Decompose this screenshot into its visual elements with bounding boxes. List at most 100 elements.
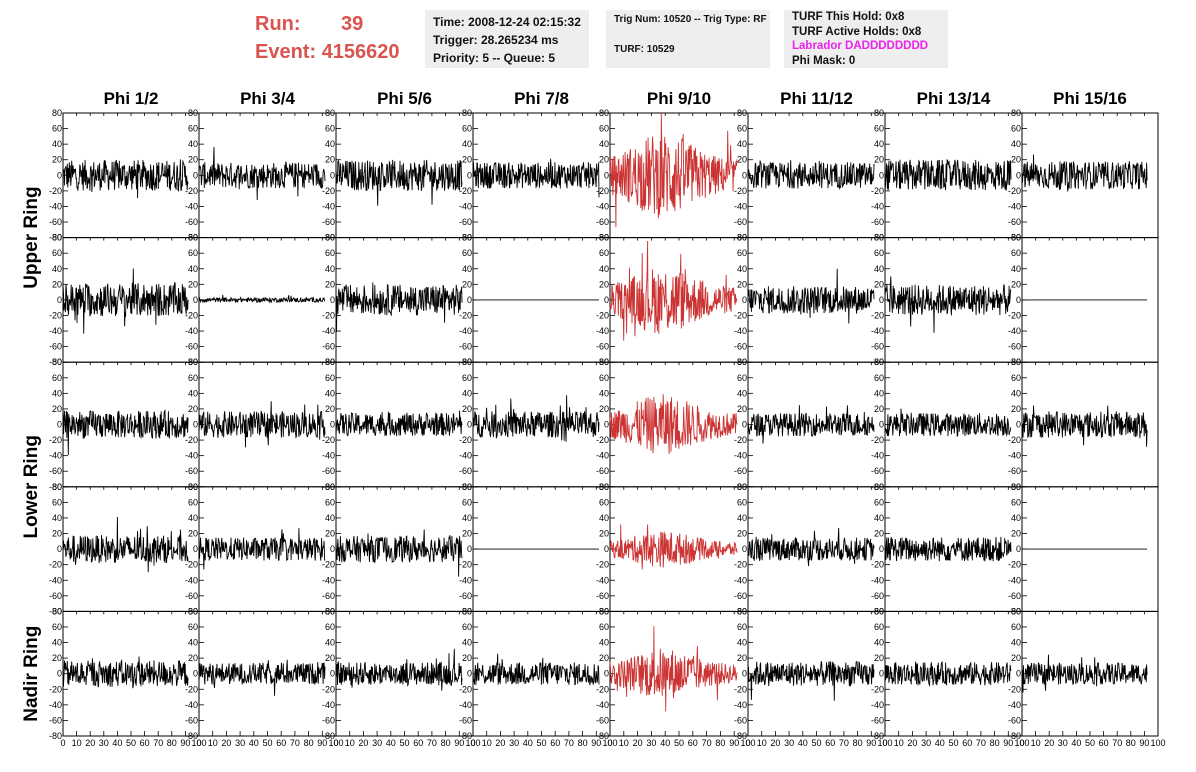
y-tick-label: -60 <box>734 342 747 352</box>
y-tick-label: 0 <box>879 544 884 554</box>
y-tick-label: -40 <box>322 201 335 211</box>
x-tick-label: 30 <box>99 738 109 748</box>
y-tick-label: 60 <box>325 124 335 134</box>
y-tick-label: -20 <box>596 560 609 570</box>
x-tick-label: 10 <box>619 738 629 748</box>
x-tick-label: 80 <box>1126 738 1136 748</box>
y-tick-label: -60 <box>322 466 335 476</box>
y-tick-label: -20 <box>596 186 609 196</box>
y-tick-label: -40 <box>734 201 747 211</box>
y-tick-label: 60 <box>737 124 747 134</box>
y-tick-label: -20 <box>871 310 884 320</box>
x-tick-label: 20 <box>907 738 917 748</box>
y-tick-label: 40 <box>874 388 884 398</box>
y-tick-label: 40 <box>462 638 472 648</box>
y-tick-label: 20 <box>52 279 62 289</box>
y-tick-label: -40 <box>1008 451 1021 461</box>
column-title: Phi 3/4 <box>240 89 295 108</box>
x-tick-label: 80 <box>715 738 725 748</box>
column-title: Phi 15/16 <box>1053 89 1127 108</box>
y-tick-label: -40 <box>459 451 472 461</box>
y-tick-label: 60 <box>599 497 609 507</box>
y-tick-label: -20 <box>185 186 198 196</box>
x-tick-label: 20 <box>358 738 368 748</box>
x-tick-label: 80 <box>441 738 451 748</box>
y-tick-label: 60 <box>52 373 62 383</box>
y-tick-label: 60 <box>462 497 472 507</box>
y-tick-label: -60 <box>185 466 198 476</box>
y-tick-label: -40 <box>459 700 472 710</box>
y-tick-label: 40 <box>874 638 884 648</box>
y-tick-label: 20 <box>599 279 609 289</box>
y-tick-label: 0 <box>467 544 472 554</box>
y-tick-label: 20 <box>737 529 747 539</box>
y-tick-label: -60 <box>49 342 62 352</box>
y-tick-label: 20 <box>599 155 609 165</box>
y-tick-label: 40 <box>188 388 198 398</box>
y-tick-label: -20 <box>459 435 472 445</box>
y-tick-label: 0 <box>330 295 335 305</box>
y-tick-label: 60 <box>1011 373 1021 383</box>
x-tick-label: 100 <box>1014 738 1029 748</box>
x-tick-label: 0 <box>882 738 887 748</box>
y-tick-label: -20 <box>185 435 198 445</box>
x-tick-label: 100 <box>602 738 617 748</box>
y-tick-label: 60 <box>52 124 62 134</box>
x-tick-label: 0 <box>745 738 750 748</box>
y-tick-label: 20 <box>188 529 198 539</box>
y-tick-label: 80 <box>462 482 472 492</box>
labrador-text: Labrador DADDDDDDDD <box>792 40 929 52</box>
run-line: Run: 39 <box>255 10 400 38</box>
y-tick-label: 80 <box>188 108 198 118</box>
y-tick-label: -60 <box>459 217 472 227</box>
y-tick-label: 60 <box>52 248 62 258</box>
y-tick-label: -60 <box>49 715 62 725</box>
y-tick-label: -40 <box>734 575 747 585</box>
waveform-trace <box>198 659 326 696</box>
y-tick-label: 20 <box>188 404 198 414</box>
y-tick-label: 0 <box>742 420 747 430</box>
x-tick-label: 90 <box>317 738 327 748</box>
x-tick-label: 70 <box>839 738 849 748</box>
y-tick-label: -80 <box>49 606 62 616</box>
y-tick-label: 0 <box>467 420 472 430</box>
trig-info-box: Trig Num: 10520 -- Trig Type: RF TURF: 1… <box>606 10 770 68</box>
y-tick-label: 60 <box>188 248 198 258</box>
y-tick-label: -40 <box>49 700 62 710</box>
y-tick-label: -20 <box>734 560 747 570</box>
y-tick-label: 20 <box>462 529 472 539</box>
y-tick-label: -20 <box>322 560 335 570</box>
x-tick-label: 20 <box>221 738 231 748</box>
y-tick-label: 80 <box>325 108 335 118</box>
y-tick-label: 20 <box>52 404 62 414</box>
y-tick-label: -40 <box>596 575 609 585</box>
y-tick-label: 60 <box>325 373 335 383</box>
y-tick-label: -20 <box>734 310 747 320</box>
y-tick-label: 0 <box>879 170 884 180</box>
x-tick-label: 40 <box>1071 738 1081 748</box>
y-tick-label: -60 <box>734 217 747 227</box>
x-tick-label: 70 <box>976 738 986 748</box>
y-tick-label: 20 <box>1011 279 1021 289</box>
y-tick-label: 0 <box>604 170 609 180</box>
x-tick-label: 60 <box>276 738 286 748</box>
y-tick-label: -20 <box>596 310 609 320</box>
x-tick-label: 30 <box>921 738 931 748</box>
y-tick-label: -60 <box>322 715 335 725</box>
y-tick-label: -40 <box>596 326 609 336</box>
y-tick-label: 40 <box>737 264 747 274</box>
y-tick-label: -60 <box>596 591 609 601</box>
y-tick-label: 0 <box>879 420 884 430</box>
y-tick-label: 80 <box>188 606 198 616</box>
y-tick-label: -60 <box>734 466 747 476</box>
y-tick-label: 20 <box>874 653 884 663</box>
y-tick-label: 80 <box>325 357 335 367</box>
x-tick-label: 20 <box>495 738 505 748</box>
x-tick-label: 40 <box>798 738 808 748</box>
y-tick-label: -40 <box>871 201 884 211</box>
x-tick-label: 100 <box>740 738 755 748</box>
y-tick-label: 20 <box>325 404 335 414</box>
y-tick-label: 80 <box>874 482 884 492</box>
y-tick-label: 80 <box>462 233 472 243</box>
waveform-trace <box>609 112 738 228</box>
